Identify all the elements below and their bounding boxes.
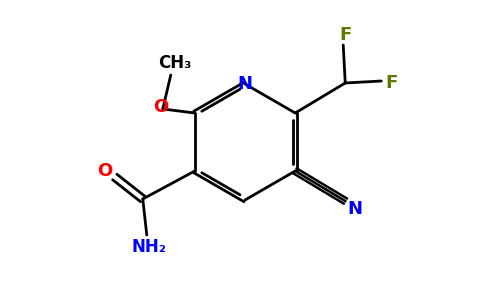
- Text: O: O: [97, 162, 112, 180]
- Text: F: F: [339, 26, 351, 44]
- Text: F: F: [385, 74, 397, 92]
- Text: N: N: [348, 200, 363, 218]
- Text: NH₂: NH₂: [131, 238, 166, 256]
- Text: CH₃: CH₃: [158, 54, 192, 72]
- Text: O: O: [153, 98, 168, 116]
- Text: N: N: [238, 75, 253, 93]
